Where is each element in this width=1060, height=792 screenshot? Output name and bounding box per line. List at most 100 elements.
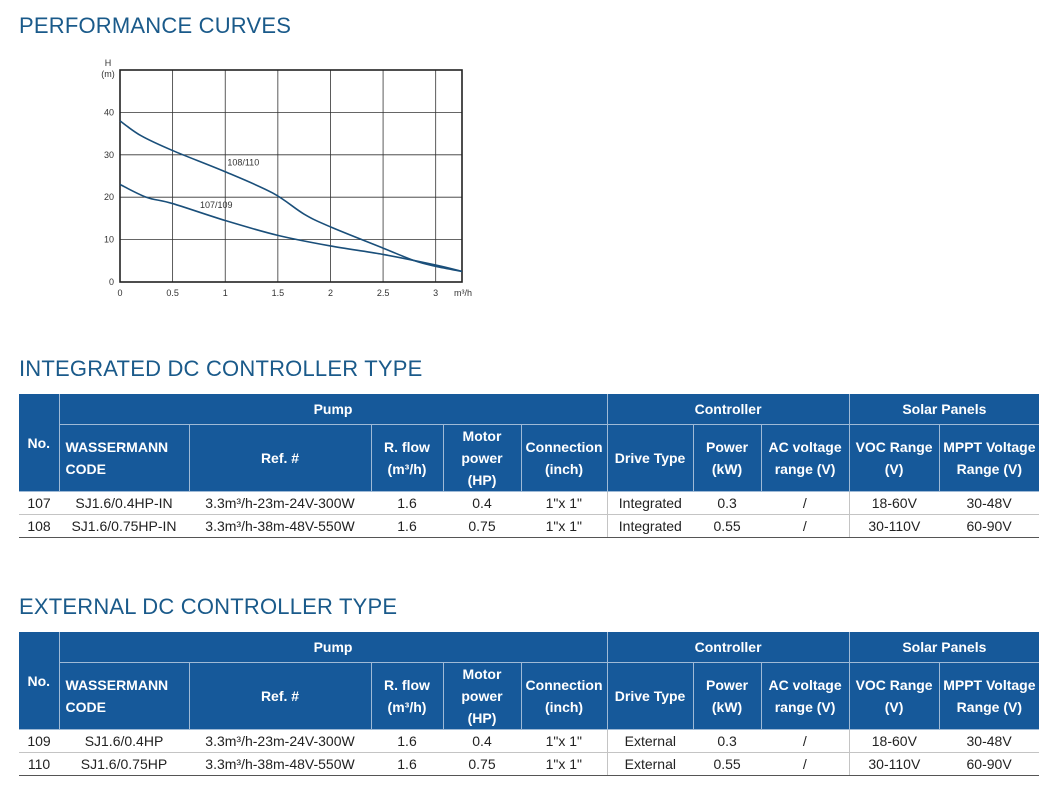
cell-code: SJ1.6/0.75HP-IN [59, 514, 189, 538]
header-motor: Motor power (HP) [443, 662, 522, 730]
table-row: 107 SJ1.6/0.4HP-IN 3.3m³/h-23m-24V-300W … [19, 491, 1040, 515]
cell-code: SJ1.6/0.4HP [59, 729, 189, 753]
y-tick-label: 10 [104, 235, 114, 245]
table-row: 109 SJ1.6/0.4HP 3.3m³/h-23m-24V-300W 1.6… [19, 729, 1040, 753]
cell-voc: 18-60V [849, 491, 940, 515]
y-tick-label: 40 [104, 107, 114, 117]
table-row: 110 SJ1.6/0.75HP 3.3m³/h-38m-48V-550W 1.… [19, 752, 1040, 776]
cell-voc: 30-110V [849, 514, 940, 538]
cell-voc: 18-60V [849, 729, 940, 753]
cell-power: 0.3 [693, 729, 762, 753]
x-tick-label: 1.5 [272, 288, 285, 298]
cell-ref: 3.3m³/h-23m-24V-300W [189, 729, 371, 753]
y-axis-unit: (m) [101, 69, 115, 79]
y-tick-label: 30 [104, 150, 114, 160]
performance-chart: 0 0.5 1 1.5 2 2.5 3010203040H(m)m³/h108/110107… [101, 58, 472, 298]
integrated-spec-table: No. Pump Controller Solar Panels WASSERM… [19, 394, 1040, 538]
y-tick-label: 0 [109, 277, 114, 287]
cell-power: 0.3 [693, 491, 762, 515]
header-code: WASSERMANN CODE [59, 662, 190, 730]
cell-mppt: 60-90V [939, 752, 1040, 776]
cell-voc: 30-110V [849, 752, 940, 776]
y-tick-label: 20 [104, 192, 114, 202]
cell-drive: External [607, 752, 694, 776]
header-mppt: MPPT Voltage Range (V) [939, 662, 1040, 730]
header-ref: Ref. # [189, 662, 372, 730]
cell-connection: 1"x 1" [521, 491, 608, 515]
cell-connection: 1"x 1" [521, 514, 608, 538]
cell-ac: / [761, 491, 850, 515]
cell-power: 0.55 [693, 752, 762, 776]
header-group-pump: Pump [59, 632, 608, 663]
cell-code: SJ1.6/0.75HP [59, 752, 189, 776]
header-code: WASSERMANN CODE [59, 424, 190, 492]
cell-motor: 0.4 [443, 729, 521, 753]
series-line-108-110 [119, 120, 463, 273]
series-label: 107/109 [200, 200, 233, 210]
cell-drive: Integrated [607, 514, 694, 538]
cell-mppt: 30-48V [939, 729, 1040, 753]
header-group-pump: Pump [59, 394, 608, 425]
x-tick-label: 2.5 [377, 288, 390, 298]
y-axis-label: H [105, 58, 112, 68]
cell-ac: / [761, 729, 850, 753]
series-label: 108/110 [227, 157, 259, 167]
cell-ref: 3.3m³/h-38m-48V-550W [189, 514, 371, 538]
cell-flow: 1.6 [371, 729, 443, 753]
header-connection: Connection (inch) [521, 424, 608, 492]
cell-mppt: 60-90V [939, 514, 1040, 538]
header-group-controller: Controller [607, 394, 850, 425]
cell-mppt: 30-48V [939, 491, 1040, 515]
cell-connection: 1"x 1" [521, 752, 608, 776]
cell-no: 107 [19, 491, 59, 515]
header-ac-voltage: AC voltage range (V) [761, 424, 850, 492]
header-rflow: R. flow (m³/h) [371, 662, 444, 730]
x-tick-label: 1 [223, 288, 228, 298]
x-tick-label: 0 [117, 288, 122, 298]
cell-ref: 3.3m³/h-23m-24V-300W [189, 491, 371, 515]
cell-drive: External [607, 729, 694, 753]
cell-no: 110 [19, 752, 59, 776]
header-connection: Connection (inch) [521, 662, 608, 730]
cell-no: 108 [19, 514, 59, 538]
cell-motor: 0.75 [443, 514, 521, 538]
header-drive: Drive Type [607, 662, 694, 730]
cell-flow: 1.6 [371, 514, 443, 538]
performance-curves-title: PERFORMANCE CURVES [19, 13, 292, 38]
integrated-section-title: INTEGRATED DC CONTROLLER TYPE [19, 356, 423, 381]
cell-drive: Integrated [607, 491, 694, 515]
cell-motor: 0.75 [443, 752, 521, 776]
external-section-title: EXTERNAL DC CONTROLLER TYPE [19, 594, 398, 619]
cell-code: SJ1.6/0.4HP-IN [59, 491, 189, 515]
x-tick-label: 2 [328, 288, 333, 298]
cell-flow: 1.6 [371, 491, 443, 515]
x-tick-label: 0.5 [166, 288, 179, 298]
header-group-solar: Solar Panels [849, 632, 1040, 663]
x-tick-label: 3 [433, 288, 438, 298]
cell-power: 0.55 [693, 514, 762, 538]
external-spec-table: No. Pump Controller Solar Panels WASSERM… [19, 632, 1040, 776]
cell-flow: 1.6 [371, 752, 443, 776]
header-ac-voltage: AC voltage range (V) [761, 662, 850, 730]
header-voc: VOC Range (V) [849, 424, 940, 492]
header-group-controller: Controller [607, 632, 850, 663]
header-power: Power (kW) [693, 662, 762, 730]
header-power: Power (kW) [693, 424, 762, 492]
header-ref: Ref. # [189, 424, 372, 492]
cell-ref: 3.3m³/h-38m-48V-550W [189, 752, 371, 776]
x-axis-label: m³/h [454, 288, 472, 298]
header-drive: Drive Type [607, 424, 694, 492]
header-no: No. [19, 394, 60, 492]
series-line-107-109 [119, 183, 463, 273]
cell-no: 109 [19, 729, 59, 753]
header-rflow: R. flow (m³/h) [371, 424, 444, 492]
header-no: No. [19, 632, 60, 730]
header-voc: VOC Range (V) [849, 662, 940, 730]
cell-connection: 1"x 1" [521, 729, 608, 753]
table-row: 108 SJ1.6/0.75HP-IN 3.3m³/h-38m-48V-550W… [19, 514, 1040, 538]
header-mppt: MPPT Voltage Range (V) [939, 424, 1040, 492]
cell-ac: / [761, 752, 850, 776]
header-motor: Motor power (HP) [443, 424, 522, 492]
cell-ac: / [761, 514, 850, 538]
cell-motor: 0.4 [443, 491, 521, 515]
